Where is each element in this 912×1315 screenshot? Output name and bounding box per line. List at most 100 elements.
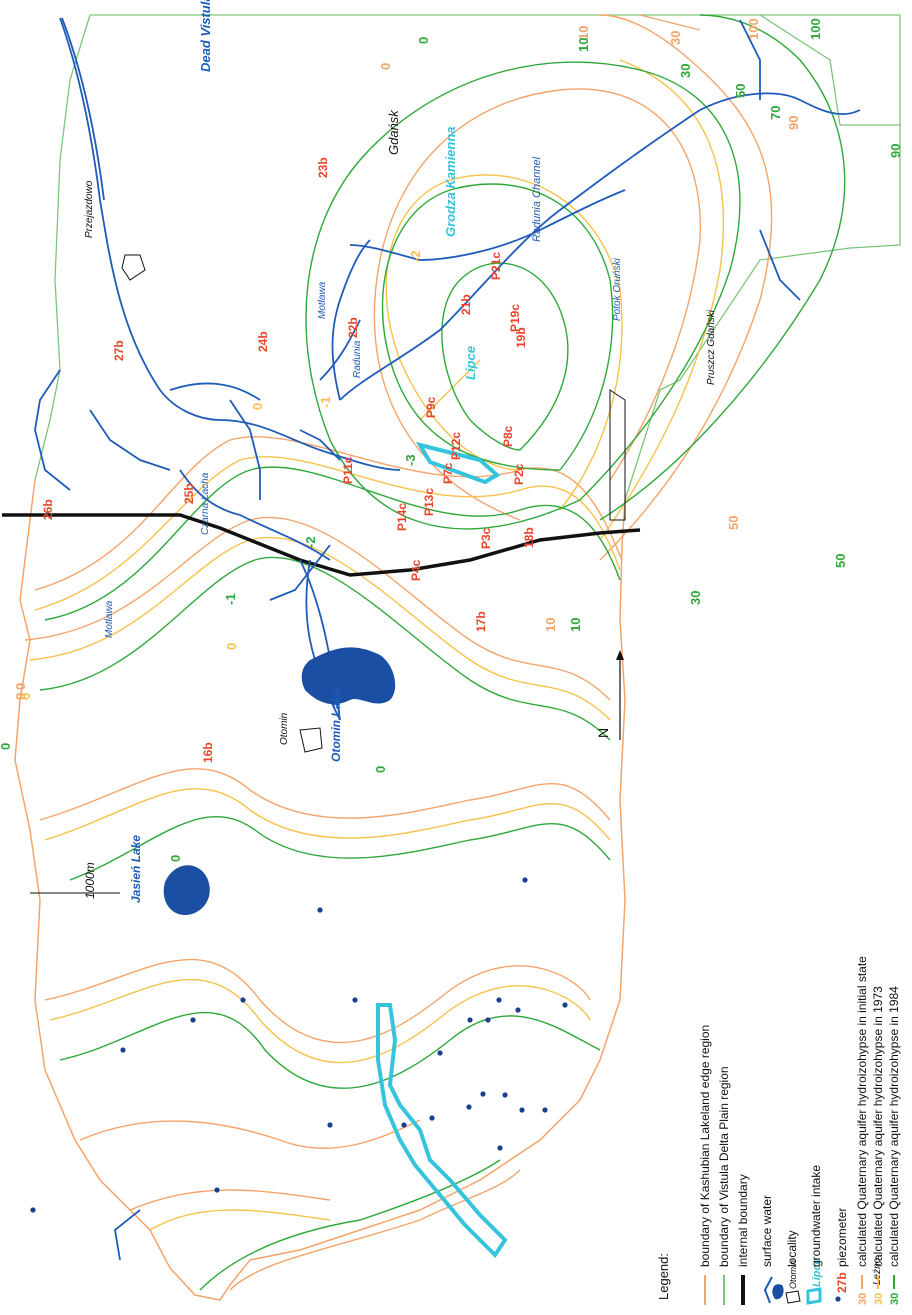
contour-label: 10 bbox=[543, 618, 558, 632]
kashubian-boundary bbox=[14, 479, 626, 1301]
legend-sample: 30 bbox=[889, 1293, 901, 1305]
czarna-lacha-label: Czarna Łacha bbox=[200, 472, 211, 535]
piezometer-label-p14c: P14c bbox=[395, 503, 409, 531]
piezometer-label-p19c: P19c bbox=[508, 304, 522, 332]
legend: Legend: boundary of Kashubian Lakeland e… bbox=[656, 956, 901, 1305]
grodza-kamienna-label: Grodza Kamienna bbox=[443, 126, 458, 237]
piezometer-label-21b: 21b bbox=[459, 294, 473, 315]
north-arrow bbox=[616, 650, 624, 740]
internal-boundary bbox=[2, 513, 641, 577]
legend-row-kashubian: boundary of Kashubian Lakeland edge regi… bbox=[698, 1025, 712, 1305]
contour-label: 90 bbox=[888, 144, 903, 158]
contour-label: 0 bbox=[250, 403, 265, 410]
year-1973-hydroizohypses bbox=[29, 59, 724, 1231]
piezometer-label-23b: 23b bbox=[316, 157, 330, 178]
contour-label: -1 bbox=[318, 396, 333, 408]
pruszcz-label: Pruszcz Gdański bbox=[706, 309, 717, 385]
contour-label: -1 bbox=[223, 593, 238, 605]
dead-vistula-label: Dead Vistula bbox=[198, 0, 213, 72]
otomin-label: Otomin bbox=[279, 712, 290, 745]
piezometer-label-p8c: P8c bbox=[501, 425, 515, 447]
contour-label: 10 bbox=[568, 618, 583, 632]
przejazdowo-label: Przejazdowo bbox=[84, 180, 95, 238]
piezometer-label-p3c: P3c bbox=[479, 527, 493, 549]
contour-label: 10 bbox=[576, 26, 591, 40]
legend-row-intake: Lipce groundwater intake bbox=[806, 1165, 823, 1305]
pruszcz-locality-outline bbox=[609, 389, 626, 521]
legend-label: boundary of Kashubian Lakeland edge regi… bbox=[698, 1025, 712, 1267]
motlawa-label-a: Motława bbox=[317, 281, 328, 319]
otomin-locality-outline bbox=[299, 727, 323, 753]
contour-label: 0 bbox=[0, 743, 13, 750]
legend-sample: Lipce bbox=[811, 1258, 823, 1287]
piezometer-label-17b: 17b bbox=[474, 611, 488, 632]
legend-row-piezometer: 27b piezometer bbox=[835, 1208, 849, 1302]
lipce-intake bbox=[376, 1003, 508, 1259]
jasien-lake-shape bbox=[163, 865, 210, 915]
contour-label: 50 bbox=[733, 84, 748, 98]
contour-label: 0 bbox=[18, 693, 33, 700]
contour-label: 10 bbox=[576, 38, 591, 52]
legend-label: calculated Quaternary aquifer hydroizohy… bbox=[871, 986, 885, 1267]
legend-label: calculated Quaternary aquifer hydroizohy… bbox=[855, 956, 869, 1267]
piezometer-label-p7c: P7c bbox=[441, 462, 455, 484]
piezometer-label-p4c: P4c bbox=[409, 559, 423, 581]
motlawa-label-b: Motława bbox=[104, 600, 115, 638]
piezometer-label-p11c: P11c bbox=[341, 456, 355, 484]
lezno-label: Leżno bbox=[872, 1257, 883, 1285]
legend-row-surface-water: surface water bbox=[760, 1195, 784, 1304]
otomin-lake-label: Otomin Lake bbox=[329, 689, 343, 762]
otomin-lake-shape bbox=[301, 647, 396, 705]
przejazdowo-locality-outline bbox=[121, 254, 146, 281]
legend-label: locality bbox=[785, 1230, 799, 1267]
piezometer-label-p12c: P12c bbox=[449, 432, 463, 460]
year-1984-hydroizohypses bbox=[39, 14, 846, 1291]
piezometer-label-18b: 18b bbox=[522, 527, 536, 548]
contour-label: 30 bbox=[688, 591, 703, 605]
piezometer-label-19b: 19b bbox=[514, 327, 528, 348]
legend-row-initial: 30 calculated Quaternary aquifer hydroiz… bbox=[855, 956, 869, 1305]
legend-label: boundary of Vistula Delta Plain region bbox=[717, 1066, 731, 1267]
piezometer-label-p9c: P9c bbox=[424, 396, 438, 418]
legend-sample: 30 bbox=[873, 1293, 885, 1305]
contour-label: 100 bbox=[746, 18, 761, 40]
legend-label: surface water bbox=[760, 1195, 774, 1267]
localities bbox=[121, 254, 626, 753]
legend-sample: 27b bbox=[835, 1272, 849, 1293]
gdansk-label: Gdańsk bbox=[386, 109, 401, 155]
legend-row-1973: 30 calculated Quaternary aquifer hydroiz… bbox=[871, 986, 885, 1305]
contour-label: -2 bbox=[408, 250, 423, 262]
piezometer-dots bbox=[30, 877, 568, 1213]
contour-label: 0 bbox=[378, 63, 393, 70]
contour-label: 30 bbox=[678, 64, 693, 78]
radunia-channel-label: Radunia Channel bbox=[531, 156, 543, 242]
piezometer-label-22b: 22b bbox=[346, 317, 360, 338]
scale-bar-label: 1000m bbox=[83, 862, 97, 899]
radunia-label: Radunia bbox=[352, 340, 363, 378]
lipce-label: Lipce bbox=[463, 346, 478, 380]
contour-label: 0 bbox=[416, 37, 431, 44]
piezometer-label-p2c: P2c bbox=[512, 463, 526, 485]
groundwater-intakes bbox=[376, 441, 508, 1259]
piezometer-label-27b: 27b bbox=[112, 340, 126, 361]
north-label: N bbox=[595, 728, 611, 738]
contour-label: 0 bbox=[13, 683, 28, 690]
legend-label: piezometer bbox=[835, 1208, 849, 1267]
contour-label: 50 bbox=[726, 516, 741, 530]
potok-orunski-label: Potok Oruński bbox=[612, 257, 623, 321]
piezometer-label-24b: 24b bbox=[256, 331, 270, 352]
contour-label: -2 bbox=[303, 536, 318, 548]
legend-sample: Otomin bbox=[788, 1260, 798, 1289]
initial-state-hydroizohypses bbox=[24, 14, 773, 1291]
piezometer-label-25b: 25b bbox=[182, 483, 196, 504]
piezometer-label-16b: 16b bbox=[201, 742, 215, 763]
legend-row-internal: internal boundary bbox=[736, 1174, 750, 1305]
contour-label: 0 bbox=[13, 693, 28, 700]
legend-row-locality: Otomin locality bbox=[785, 1230, 801, 1304]
contour-label: 0 bbox=[224, 643, 239, 650]
piezometer-label-p21c: P21c bbox=[489, 252, 503, 280]
legend-title: Legend: bbox=[656, 1253, 671, 1300]
contour-label: 30 bbox=[668, 31, 683, 45]
grodza-kamienna-intake bbox=[415, 441, 501, 485]
